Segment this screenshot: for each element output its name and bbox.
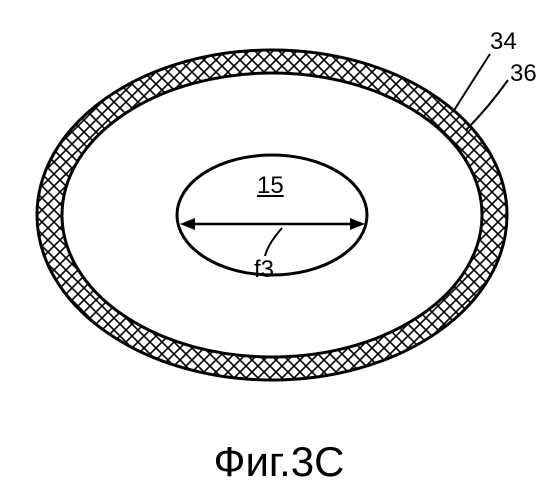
figure-caption: Фиг.3C [0, 438, 558, 486]
label-34: 34 [490, 28, 517, 56]
label-15: 15 [257, 172, 284, 200]
figure-3c: 34 36 15 f3 Фиг.3C [0, 0, 558, 500]
diagram-svg [0, 0, 558, 500]
label-f3: f3 [254, 256, 274, 284]
label-36: 36 [510, 60, 537, 88]
